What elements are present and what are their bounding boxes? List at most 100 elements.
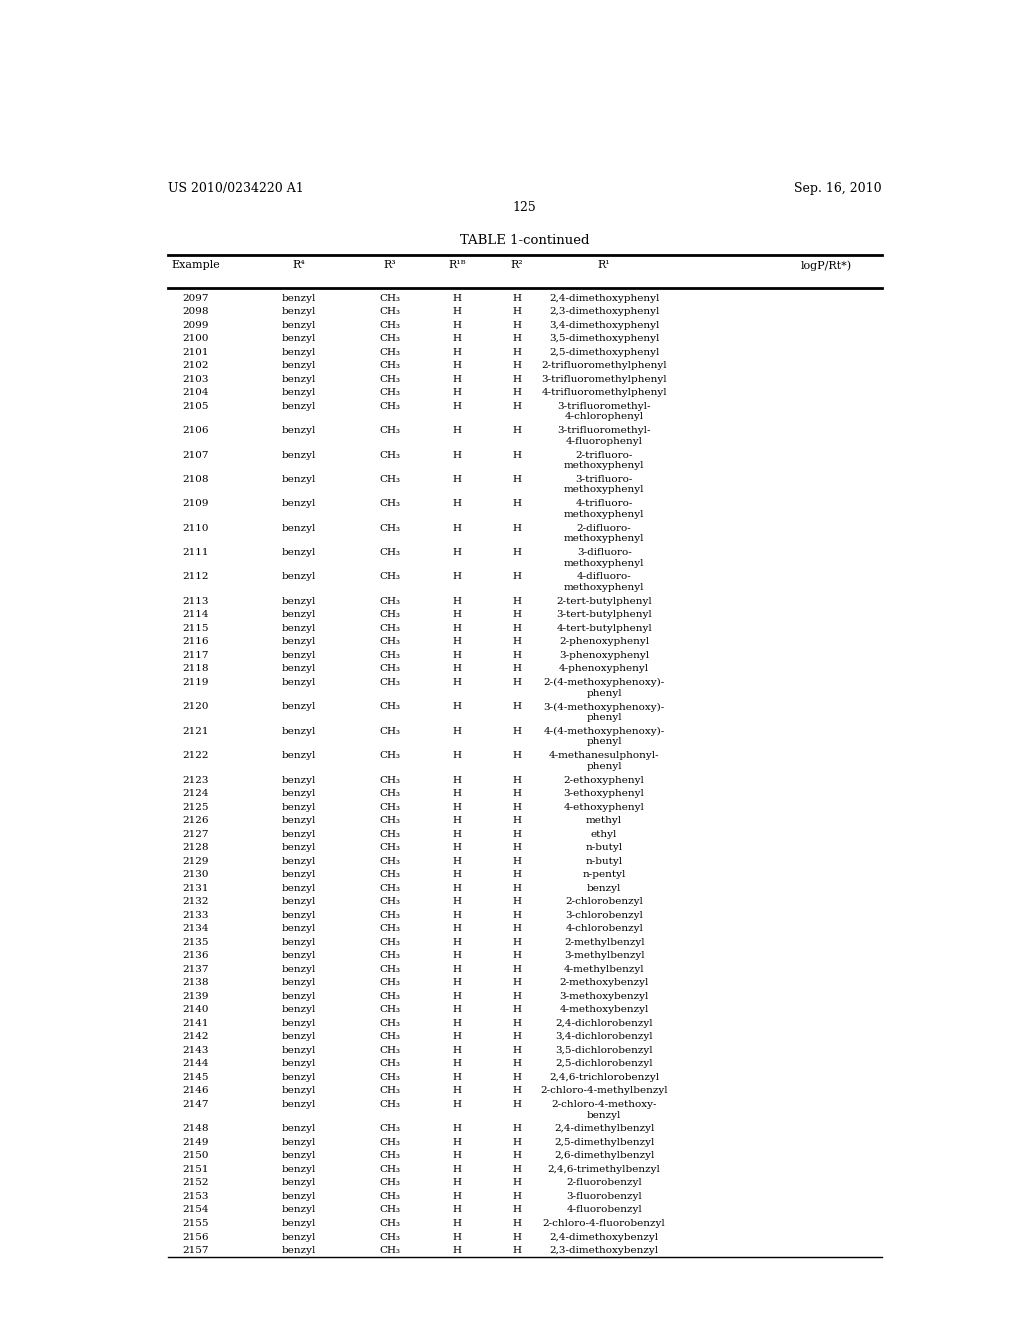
Text: CH₃: CH₃ <box>379 1138 400 1147</box>
Text: 2105: 2105 <box>182 401 209 411</box>
Text: logP/Rt*): logP/Rt*) <box>801 260 852 271</box>
Text: CH₃: CH₃ <box>379 573 400 582</box>
Text: 2141: 2141 <box>182 1019 209 1028</box>
Text: H: H <box>453 870 462 879</box>
Text: CH₃: CH₃ <box>379 334 400 343</box>
Text: benzyl: benzyl <box>282 937 315 946</box>
Text: 2152: 2152 <box>182 1179 209 1188</box>
Text: H: H <box>512 924 521 933</box>
Text: benzyl: benzyl <box>282 830 315 838</box>
Text: H: H <box>512 978 521 987</box>
Text: 2-ethoxyphenyl: 2-ethoxyphenyl <box>564 776 644 784</box>
Text: CH₃: CH₃ <box>379 965 400 974</box>
Text: H: H <box>512 610 521 619</box>
Text: benzyl: benzyl <box>282 664 315 673</box>
Text: H: H <box>453 965 462 974</box>
Text: 2100: 2100 <box>182 334 209 343</box>
Text: 2144: 2144 <box>182 1060 209 1068</box>
Text: H: H <box>512 1125 521 1134</box>
Text: CH₃: CH₃ <box>379 401 400 411</box>
Text: 2127: 2127 <box>182 830 209 838</box>
Text: benzyl: benzyl <box>282 1045 315 1055</box>
Text: H: H <box>453 952 462 960</box>
Text: 2-trifluoro-: 2-trifluoro- <box>575 450 633 459</box>
Text: CH₃: CH₃ <box>379 1166 400 1173</box>
Text: CH₃: CH₃ <box>379 308 400 315</box>
Text: ethyl: ethyl <box>591 830 617 838</box>
Text: 2126: 2126 <box>182 816 209 825</box>
Text: 2145: 2145 <box>182 1073 209 1082</box>
Text: H: H <box>512 727 521 735</box>
Text: H: H <box>512 776 521 784</box>
Text: 2118: 2118 <box>182 664 209 673</box>
Text: 2155: 2155 <box>182 1218 209 1228</box>
Text: methyl: methyl <box>586 816 623 825</box>
Text: H: H <box>512 388 521 397</box>
Text: CH₃: CH₃ <box>379 597 400 606</box>
Text: 3-methoxybenzyl: 3-methoxybenzyl <box>559 991 649 1001</box>
Text: CH₃: CH₃ <box>379 1100 400 1109</box>
Text: H: H <box>512 597 521 606</box>
Text: H: H <box>512 830 521 838</box>
Text: 2110: 2110 <box>182 524 209 533</box>
Text: H: H <box>453 1233 462 1242</box>
Text: benzyl: benzyl <box>282 843 315 853</box>
Text: H: H <box>453 898 462 907</box>
Text: H: H <box>453 1179 462 1188</box>
Text: R²: R² <box>511 260 523 271</box>
Text: benzyl: benzyl <box>282 1205 315 1214</box>
Text: H: H <box>453 347 462 356</box>
Text: 2134: 2134 <box>182 924 209 933</box>
Text: 2,5-dimethoxyphenyl: 2,5-dimethoxyphenyl <box>549 347 659 356</box>
Text: 2136: 2136 <box>182 952 209 960</box>
Text: CH₃: CH₃ <box>379 883 400 892</box>
Text: 3-trifluoromethylphenyl: 3-trifluoromethylphenyl <box>542 375 667 384</box>
Text: benzyl: benzyl <box>282 1192 315 1201</box>
Text: benzyl: benzyl <box>282 898 315 907</box>
Text: H: H <box>512 883 521 892</box>
Text: benzyl: benzyl <box>282 1151 315 1160</box>
Text: 2-chlorobenzyl: 2-chlorobenzyl <box>565 898 643 907</box>
Text: 2114: 2114 <box>182 610 209 619</box>
Text: 2151: 2151 <box>182 1166 209 1173</box>
Text: H: H <box>453 1100 462 1109</box>
Text: H: H <box>453 1006 462 1014</box>
Text: H: H <box>453 924 462 933</box>
Text: methoxyphenyl: methoxyphenyl <box>564 583 644 593</box>
Text: 4-tert-butylphenyl: 4-tert-butylphenyl <box>556 624 652 632</box>
Text: benzyl: benzyl <box>282 924 315 933</box>
Text: CH₃: CH₃ <box>379 362 400 370</box>
Text: 2103: 2103 <box>182 375 209 384</box>
Text: H: H <box>512 965 521 974</box>
Text: CH₃: CH₃ <box>379 1006 400 1014</box>
Text: H: H <box>453 830 462 838</box>
Text: H: H <box>512 651 521 660</box>
Text: CH₃: CH₃ <box>379 375 400 384</box>
Text: benzyl: benzyl <box>282 610 315 619</box>
Text: benzyl: benzyl <box>282 334 315 343</box>
Text: 2146: 2146 <box>182 1086 209 1096</box>
Text: CH₃: CH₃ <box>379 1205 400 1214</box>
Text: 2-tert-butylphenyl: 2-tert-butylphenyl <box>556 597 652 606</box>
Text: benzyl: benzyl <box>282 426 315 436</box>
Text: TABLE 1-continued: TABLE 1-continued <box>460 234 590 247</box>
Text: H: H <box>453 991 462 1001</box>
Text: 2116: 2116 <box>182 638 209 647</box>
Text: 2137: 2137 <box>182 965 209 974</box>
Text: H: H <box>453 978 462 987</box>
Text: benzyl: benzyl <box>282 362 315 370</box>
Text: 2115: 2115 <box>182 624 209 632</box>
Text: H: H <box>512 664 521 673</box>
Text: CH₃: CH₃ <box>379 727 400 735</box>
Text: H: H <box>512 1151 521 1160</box>
Text: H: H <box>512 375 521 384</box>
Text: H: H <box>453 843 462 853</box>
Text: 2142: 2142 <box>182 1032 209 1041</box>
Text: CH₃: CH₃ <box>379 776 400 784</box>
Text: CH₃: CH₃ <box>379 388 400 397</box>
Text: benzyl: benzyl <box>282 293 315 302</box>
Text: H: H <box>453 401 462 411</box>
Text: benzyl: benzyl <box>282 751 315 760</box>
Text: CH₃: CH₃ <box>379 321 400 330</box>
Text: CH₃: CH₃ <box>379 789 400 799</box>
